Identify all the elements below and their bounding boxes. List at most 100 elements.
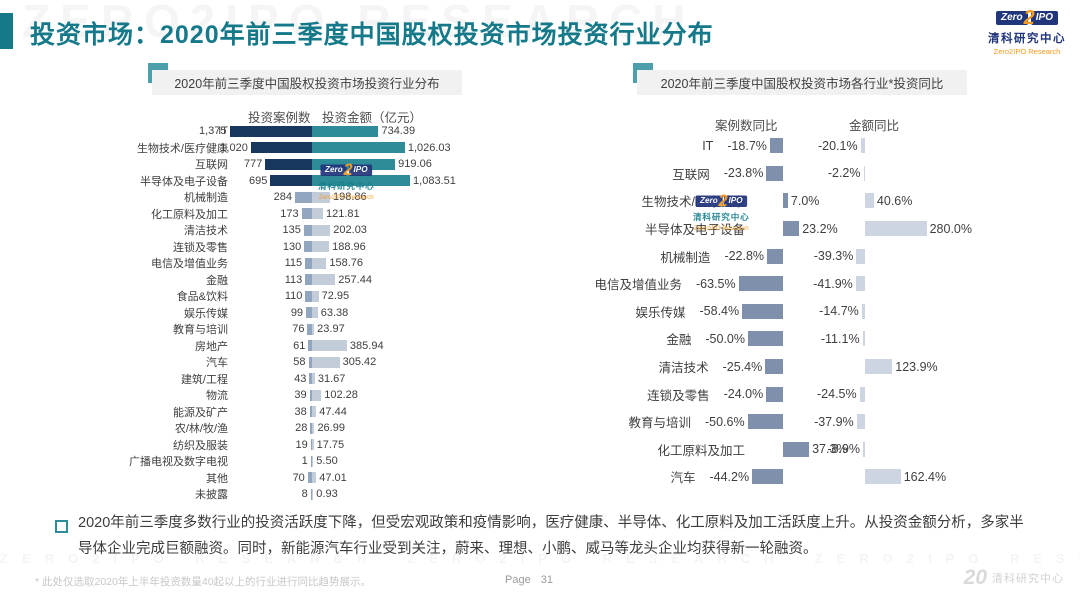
category-label: 机械制造 <box>660 250 711 265</box>
amount-zone: 72.95 <box>312 290 555 302</box>
right-chart-row: 娱乐传媒 -58.4% -14.7% <box>620 298 1080 326</box>
category-label: 建筑/工程 <box>180 373 228 386</box>
case-yoy-cluster: 电信及增值业务 -63.5% <box>594 270 783 298</box>
amount-yoy-value: 280.0% <box>929 221 972 236</box>
cases-bar <box>309 389 312 401</box>
amount-zone: 26.99 <box>312 422 555 434</box>
cases-value: 695 <box>248 174 268 187</box>
zero2ipo-badge-icon: Zero 2 IPO <box>318 162 375 178</box>
amount-zone: 23.97 <box>312 323 555 335</box>
amount-value: 47.44 <box>319 405 347 418</box>
cases-value: 19 <box>295 438 308 451</box>
cases-bar <box>229 125 312 137</box>
case-yoy-cluster: 汽车 -44.2% <box>670 463 783 491</box>
amount-zone: 102.28 <box>312 389 555 401</box>
cases-zone: 1,375 <box>199 125 312 137</box>
cases-bar <box>270 175 312 187</box>
left-chart-row: 化工原料及加工 173 121.81 <box>75 206 555 223</box>
logo-ipo: IPO <box>349 164 372 176</box>
case-yoy-value: -22.8% <box>724 249 765 264</box>
right-chart-row: 半导体及电子设备 23.2% 280.0% <box>620 215 1080 243</box>
case-yoy-value: -23.8% <box>723 166 764 181</box>
amount-zone: 121.81 <box>312 208 555 220</box>
logo-ipo: IPO <box>1030 11 1059 25</box>
logo-zero: Zero <box>320 164 347 176</box>
cases-value: 173 <box>280 207 299 220</box>
amount-bar <box>312 191 330 203</box>
right-chart-row: 生物技术/医疗健康 7.0% 40.6% <box>620 187 1080 215</box>
cases-value: 135 <box>282 224 301 237</box>
left-chart-row: 教育与培训 76 23.97 <box>75 321 555 338</box>
left-chart-row: 广播电视及数字电视 1 5.50 <box>75 453 555 470</box>
right-chart-series2-header: 金额同比 <box>849 119 900 133</box>
amount-yoy-value: 162.4% <box>903 469 947 484</box>
category-label: 食品&饮料 <box>176 291 228 304</box>
case-yoy-cluster: 金融 -50.0% <box>666 325 783 353</box>
amount-bar <box>312 175 411 187</box>
amount-value: 734.39 <box>381 125 416 138</box>
case-yoy-bar <box>783 193 788 209</box>
left-chart-title: 2020年前三季度中国股权投资市场投资行业分布 <box>152 70 462 95</box>
amount-yoy-bar <box>865 469 901 485</box>
left-chart-rows: IT 1,375 734.39 生物技术/医疗健康 1,020 1,026.03 互联网 77… <box>75 123 555 503</box>
zero2ipo-badge-icon: Zero 2 IPO <box>693 193 750 209</box>
amount-yoy-value: -24.5% <box>817 387 857 402</box>
amount-yoy-cluster: -37.9% <box>814 408 865 436</box>
amount-zone: 5.50 <box>312 455 555 467</box>
cases-value: 130 <box>282 240 302 253</box>
category-label: 教育与培训 <box>628 416 691 431</box>
cases-value: 28 <box>295 422 308 435</box>
case-yoy-cluster: 清洁技术 -25.4% <box>659 353 783 381</box>
cases-zone: 99 <box>228 307 312 319</box>
amount-bar <box>312 472 317 484</box>
amount-zone: 0.93 <box>312 488 555 500</box>
logo-cn-name: 清科研究中心 <box>988 33 1066 45</box>
right-chart-row: 电信及增值业务 -63.5% -41.9% <box>594 270 1080 298</box>
amount-value: 72.95 <box>321 290 350 303</box>
cases-zone: 43 <box>228 373 312 385</box>
amount-zone: 257.44 <box>312 274 555 286</box>
cases-bar <box>310 422 312 434</box>
left-chart-row: 建筑/工程 43 31.67 <box>75 371 555 388</box>
amount-bar <box>312 274 336 286</box>
amount-bar <box>312 224 331 236</box>
category-label: 机械制造 <box>184 192 228 205</box>
amount-bar <box>312 455 314 467</box>
cases-zone: 130 <box>228 241 312 253</box>
category-label: 广播电视及数字电视 <box>129 456 228 469</box>
left-chart-row: 物流 39 102.28 <box>75 387 555 404</box>
category-label: 能源及矿产 <box>173 406 228 419</box>
amount-value: 305.42 <box>342 356 377 369</box>
cases-bar <box>309 406 312 418</box>
cases-bar <box>305 290 312 302</box>
right-chart-watermark-logo: Zero 2 IPO 清科研究中心 Zero2IPO Research <box>693 193 750 232</box>
case-yoy-bar <box>765 359 783 375</box>
amount-bar <box>312 373 315 385</box>
right-chart-row: 金融 -50.0% -11.1% <box>620 325 1080 353</box>
logo-two: 2 <box>718 192 728 211</box>
cases-bar <box>301 208 312 220</box>
cases-zone: 70 <box>228 472 312 484</box>
amount-bar <box>312 422 315 434</box>
left-chart-row: 农/林/牧/渔 28 26.99 <box>75 420 555 437</box>
case-yoy-cluster: 互联网 -23.8% <box>672 160 783 188</box>
amount-yoy-bar <box>855 276 865 292</box>
case-yoy-bar <box>769 138 783 154</box>
amount-bar <box>312 208 324 220</box>
case-yoy-value: 7.0% <box>790 193 820 208</box>
case-yoy-value: -24.0% <box>723 387 764 402</box>
case-yoy-bar <box>783 221 800 237</box>
cases-zone: 173 <box>228 208 312 220</box>
amount-bar <box>312 356 340 368</box>
cases-value: 58 <box>293 356 306 369</box>
footnote: * 此处仅选取2020年上半年投资数量40起以上的行业进行同比趋势展示。 <box>35 576 372 588</box>
cases-zone: 284 <box>228 191 312 203</box>
amount-yoy-cluster: -8.9% <box>827 436 865 464</box>
amount-bar <box>312 406 317 418</box>
amount-bar <box>312 323 315 335</box>
amount-yoy-bar <box>863 441 865 457</box>
cases-zone: 76 <box>228 323 312 335</box>
amount-bar <box>312 125 379 137</box>
cases-value: 43 <box>294 372 307 385</box>
case-yoy-bar <box>766 165 783 181</box>
